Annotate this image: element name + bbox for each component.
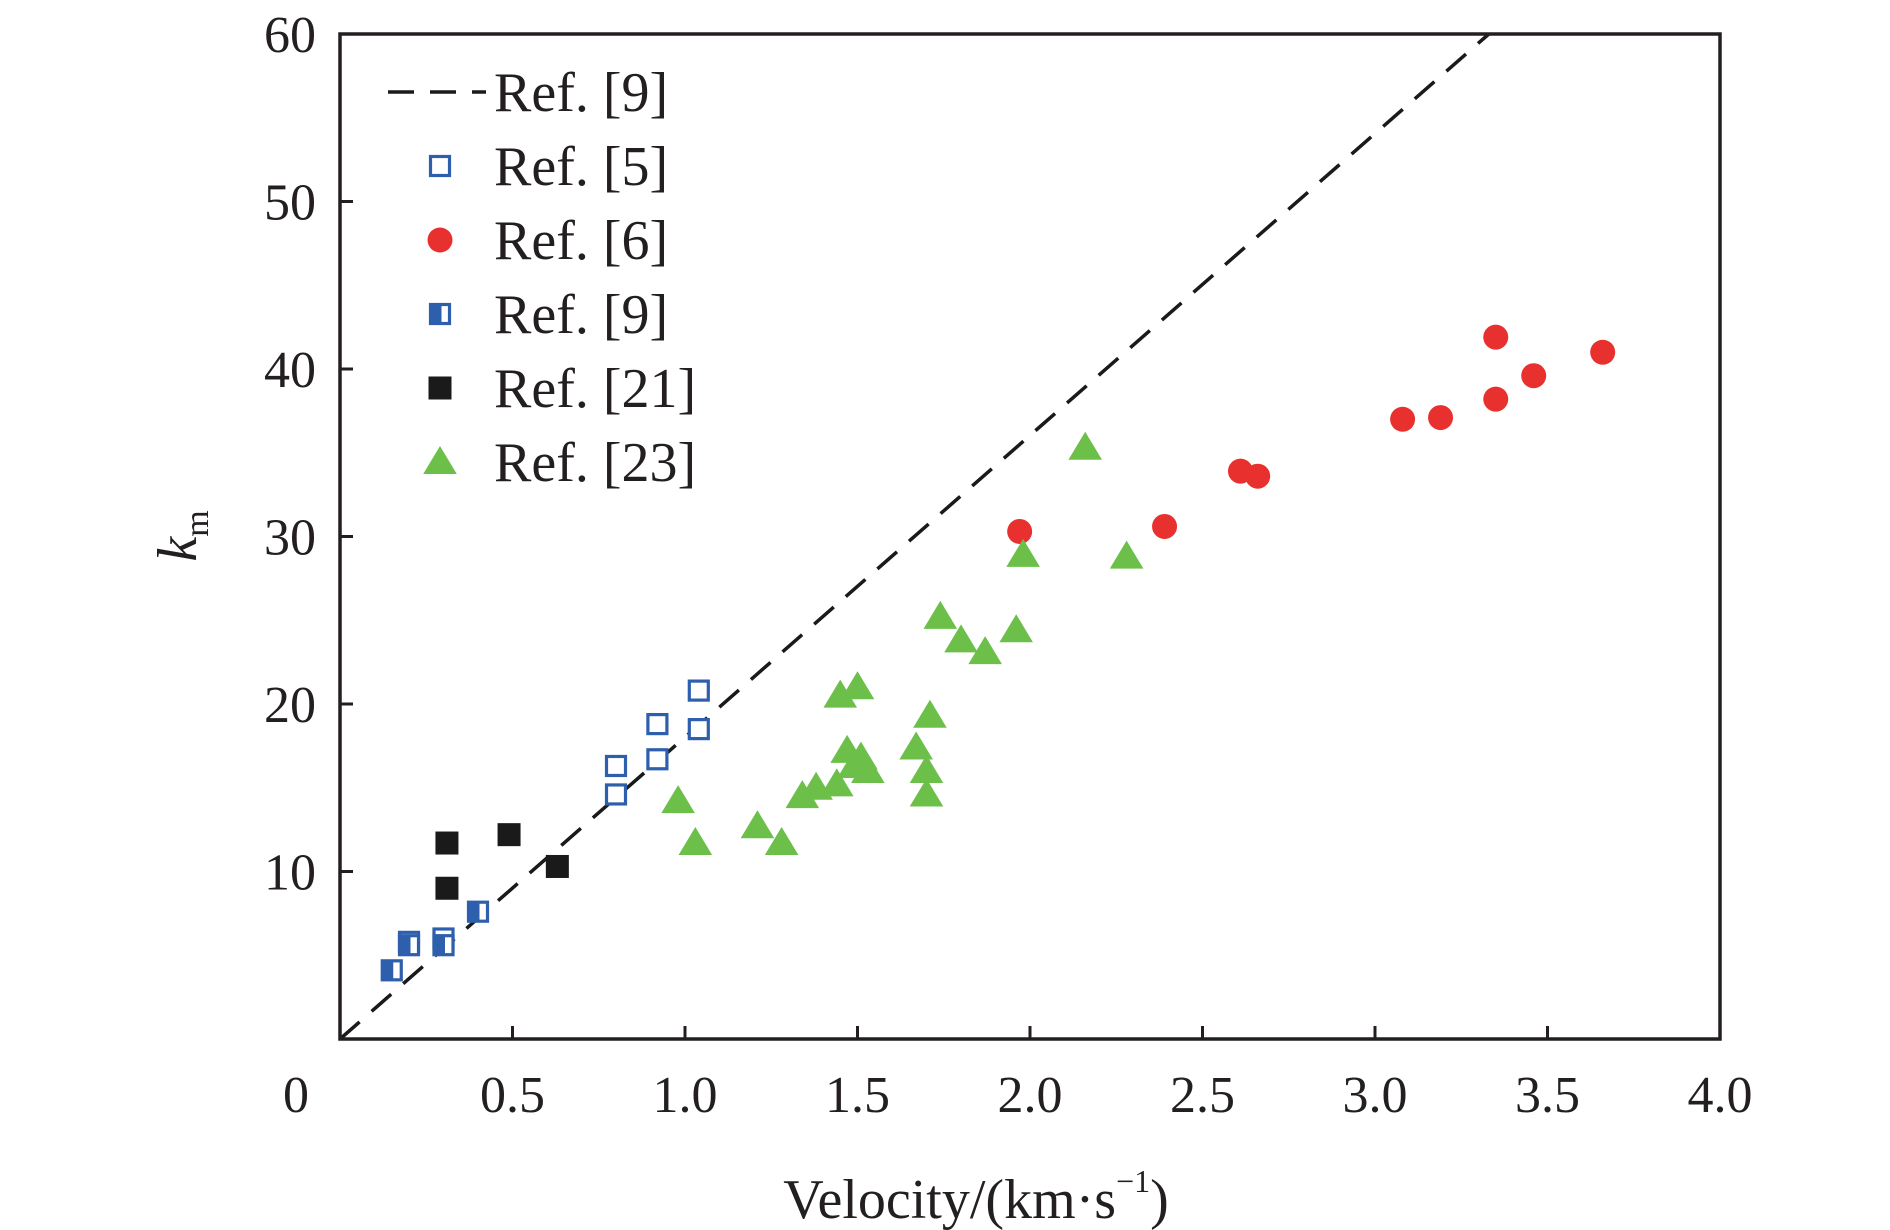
square-half-point — [397, 934, 421, 957]
y-tick-label: 30 — [264, 510, 316, 567]
circle-point — [1245, 463, 1271, 489]
triangle-point — [968, 636, 1002, 665]
y-axis: 10 20 30 40 50 60 — [264, 7, 353, 902]
x-tick-label: 3.0 — [1343, 1067, 1408, 1124]
legend-symbol — [427, 227, 453, 253]
circle-point — [1590, 339, 1616, 365]
legend-label: Ref. [9] — [494, 62, 668, 124]
y-tick-label: 10 — [264, 845, 316, 902]
triangle-point — [820, 768, 854, 797]
series-0 — [338, 32, 1491, 1041]
square-half-point-fill — [382, 960, 394, 980]
square-open-point — [604, 783, 628, 806]
legend-symbol — [428, 154, 452, 178]
triangle-point — [913, 699, 947, 728]
square-point — [435, 831, 459, 855]
series-4 — [435, 823, 569, 900]
triangle-point — [851, 755, 885, 783]
triangle-point — [785, 780, 820, 809]
series-5 — [661, 431, 1144, 856]
triangle-point — [661, 785, 695, 814]
triangle-point — [823, 679, 858, 708]
circle-point — [1483, 324, 1509, 350]
y-axis-title-subscript: m — [179, 510, 216, 536]
plot-series — [338, 32, 1616, 1041]
y-tick-label: 50 — [264, 175, 316, 232]
legend-label: Ref. [9] — [494, 284, 668, 346]
x-axis-title: Velocity/(km·s−1) — [783, 1163, 1169, 1230]
triangle-point — [909, 755, 944, 783]
legend-label: Ref. [6] — [494, 210, 668, 272]
square-point — [435, 876, 459, 900]
square-point — [497, 823, 521, 847]
y-tick-label: 40 — [264, 342, 316, 399]
square-open-point — [687, 718, 710, 741]
square-open-point — [646, 712, 669, 736]
triangle-point — [764, 827, 799, 856]
legend-label: Ref. [21] — [494, 358, 696, 420]
triangle-point — [1109, 540, 1144, 569]
y-axis-title-main: k — [147, 536, 209, 562]
y-tick-label: 60 — [264, 7, 316, 64]
x-axis-title-superscript: −1 — [1116, 1163, 1150, 1199]
x-tick-label: 3.5 — [1515, 1067, 1580, 1124]
triangle-point — [899, 731, 933, 760]
x-tick-label: 2.5 — [1170, 1067, 1235, 1124]
circle-point — [1007, 518, 1033, 544]
x-tick-label: 0 — [283, 1067, 309, 1124]
x-tick-label: 2.0 — [998, 1067, 1063, 1124]
legend-symbol — [428, 376, 452, 400]
square-half-point — [380, 959, 403, 982]
series-2 — [1007, 324, 1616, 544]
square-half-point-fill — [434, 935, 445, 955]
y-tick-label: 20 — [264, 677, 316, 734]
triangle-point — [1068, 431, 1102, 460]
triangle-point — [944, 624, 978, 653]
legend-symbol — [423, 446, 457, 474]
series-3 — [380, 900, 490, 982]
legend-label: Ref. [5] — [494, 136, 668, 198]
triangle-point — [999, 614, 1033, 643]
triangle-point — [1006, 538, 1040, 567]
circle-point — [1390, 406, 1416, 432]
x-axis-title-close: ) — [1150, 1169, 1169, 1230]
square-point — [545, 854, 569, 878]
triangle-point — [909, 778, 944, 807]
x-axis: 0 0.5 1.0 1.5 2.0 2.5 3.0 3.5 4.0 — [283, 1026, 1753, 1124]
legend-label: Ref. [23] — [494, 432, 696, 494]
triangle-point — [923, 600, 958, 629]
legend: Ref. [9] Ref. [5] Ref. [6] Ref. [9] Ref. [21… — [388, 62, 696, 494]
triangle-point — [740, 810, 775, 839]
square-half-point — [432, 934, 455, 957]
series-1 — [397, 679, 710, 953]
y-axis-title: km — [147, 510, 216, 561]
square-half-point-fill — [399, 935, 411, 955]
x-tick-label: 4.0 — [1688, 1067, 1753, 1124]
triangle-point — [840, 671, 875, 700]
dashed-reference-line — [338, 32, 1491, 1041]
circle-point — [1152, 513, 1178, 539]
square-open-point — [604, 754, 628, 778]
square-half-point — [466, 900, 490, 923]
circle-point — [1483, 386, 1509, 412]
x-axis-title-main: Velocity/(km·s — [783, 1169, 1116, 1230]
legend-symbol — [428, 302, 452, 326]
circle-point — [1521, 363, 1547, 389]
x-tick-label: 0.5 — [480, 1067, 545, 1124]
circle-point — [1428, 405, 1454, 431]
triangle-point — [678, 827, 713, 856]
square-open-point — [687, 679, 710, 702]
legend-symbol-fill — [430, 304, 442, 324]
square-half-point-fill — [468, 902, 480, 922]
x-tick-label: 1.5 — [825, 1067, 890, 1124]
square-open-point — [646, 748, 669, 771]
x-tick-label: 1.0 — [653, 1067, 718, 1124]
